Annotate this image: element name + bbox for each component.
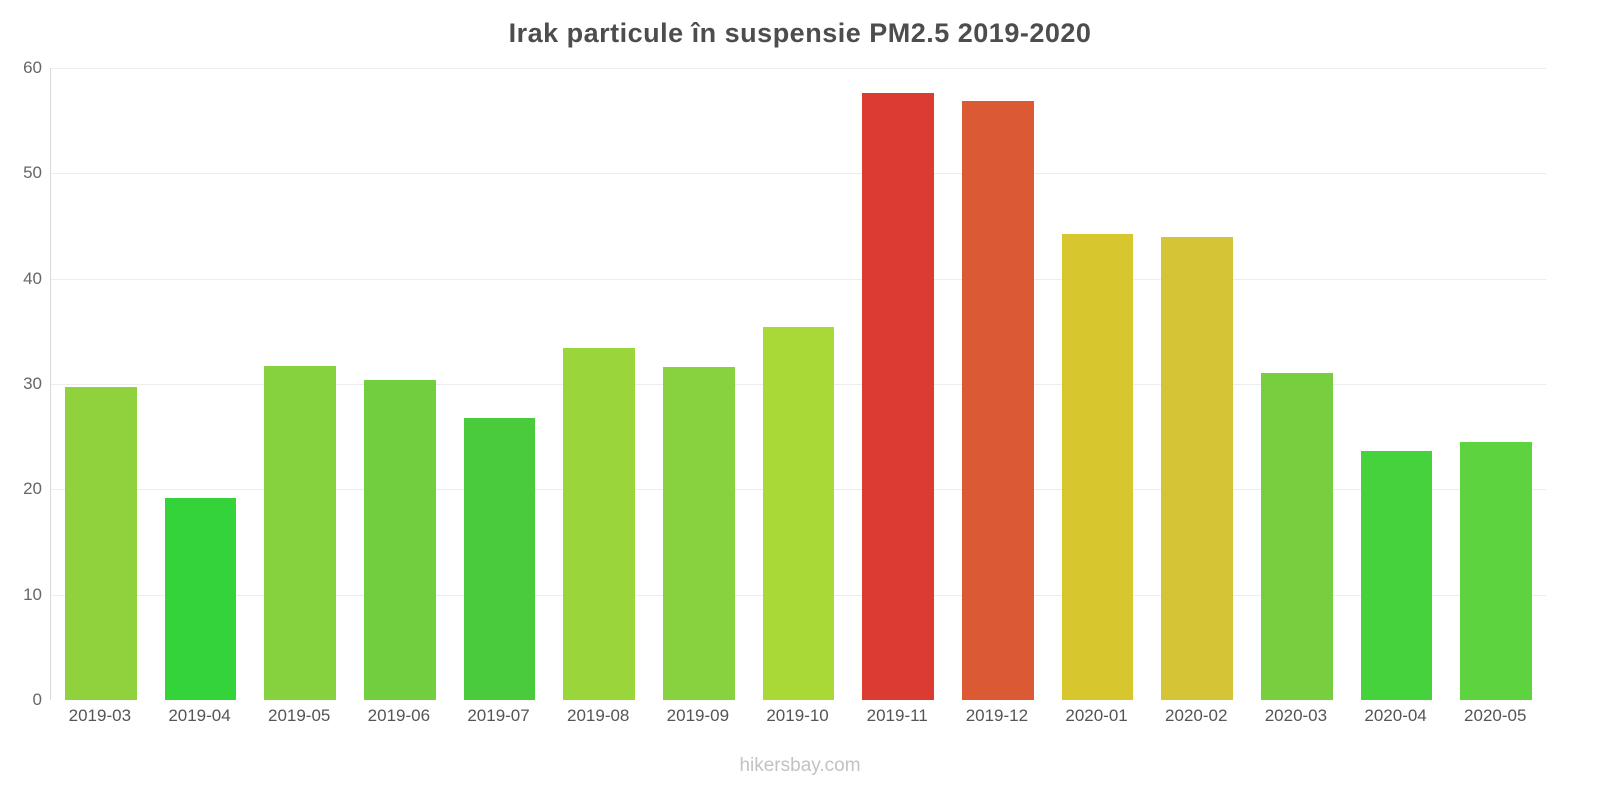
bar-2020-05[interactable]	[1460, 441, 1533, 700]
gridline-60	[51, 68, 1546, 69]
y-axis-label-50: 50	[23, 163, 42, 183]
x-axis-label-2020-03: 2020-03	[1264, 706, 1328, 725]
x-axis-label-2019-09: 2019-09	[666, 706, 730, 725]
bar-2019-06[interactable]	[363, 379, 436, 700]
bar-cell-2019-11	[848, 68, 948, 700]
gridline-50	[51, 173, 1546, 175]
y-axis-label-20: 20	[23, 479, 42, 499]
bar-cell-2020-01	[1048, 68, 1148, 700]
bar-2019-10[interactable]	[762, 327, 835, 700]
x-axis-label-2019-04: 2019-04	[168, 706, 231, 725]
bar-cell-2019-09	[649, 68, 749, 700]
bar-cell-2019-06	[350, 68, 450, 700]
x-axis-label-2019-08: 2019-08	[567, 706, 630, 725]
x-axis: 2019-03 2019-04 2019-05 2019-06 2019-07 2019-…	[50, 706, 1545, 726]
bar-cell-2019-08	[549, 68, 649, 700]
x-axis-label-2019-12: 2019-12	[965, 706, 1029, 725]
plot-area	[50, 68, 1546, 700]
bar-series	[51, 68, 1546, 700]
bar-2020-03[interactable]	[1261, 373, 1333, 700]
watermark-hikersbay: hikersbay.com	[739, 755, 861, 776]
x-axis-label-2019-11: 2019-11	[866, 706, 928, 725]
bar-2019-04[interactable]	[164, 497, 237, 700]
bar-2019-07[interactable]	[463, 417, 536, 700]
x-axis-label-2019-03: 2019-03	[68, 706, 132, 725]
bar-2019-09[interactable]	[662, 367, 735, 700]
bar-2019-08[interactable]	[563, 348, 636, 700]
bar-cell-2019-12	[948, 68, 1048, 700]
y-axis-label-30: 30	[23, 374, 42, 393]
bar-2019-11[interactable]	[862, 93, 935, 700]
bar-2019-05[interactable]	[264, 366, 337, 700]
bar-cell-2019-03	[51, 68, 151, 700]
bar-2019-12[interactable]	[962, 100, 1034, 700]
x-axis-label-2020-04: 2020-04	[1364, 706, 1427, 725]
bar-2020-02[interactable]	[1161, 236, 1234, 700]
y-axis-label-60: 60	[23, 58, 42, 77]
gridline-40	[51, 278, 1546, 280]
bar-2019-03[interactable]	[64, 387, 137, 700]
chart-title: Irak particule în suspensie PM2.5 2019-2…	[508, 18, 1092, 48]
bar-cell-2020-03	[1247, 68, 1347, 700]
bar-cell-2019-04	[151, 68, 251, 700]
bar-cell-2020-05	[1446, 68, 1546, 700]
y-axis: 0 10 20 30 40 50 60	[0, 58, 42, 709]
bar-cell-2020-02	[1147, 68, 1247, 700]
x-axis-label-2019-10: 2019-10	[766, 706, 829, 725]
y-axis-label-40: 40	[23, 268, 42, 288]
bar-cell-2019-10	[749, 68, 849, 700]
bar-cell-2019-05	[250, 68, 350, 700]
bar-cell-2020-04	[1347, 68, 1447, 700]
bar-2020-01[interactable]	[1061, 234, 1134, 700]
x-axis-label-2019-06: 2019-06	[367, 706, 431, 725]
y-axis-label-10: 10	[23, 584, 42, 604]
bar-2020-04[interactable]	[1360, 451, 1433, 700]
x-axis-label-2020-02: 2020-02	[1165, 706, 1228, 725]
bar-cell-2019-07	[450, 68, 550, 700]
x-axis-label-2020-05: 2020-05	[1464, 706, 1527, 725]
x-axis-label-2019-05: 2019-05	[267, 706, 331, 725]
x-axis-label-2020-01: 2020-01	[1065, 706, 1128, 725]
y-axis-label-0: 0	[32, 690, 42, 709]
x-axis-label-2019-07: 2019-07	[467, 706, 530, 725]
